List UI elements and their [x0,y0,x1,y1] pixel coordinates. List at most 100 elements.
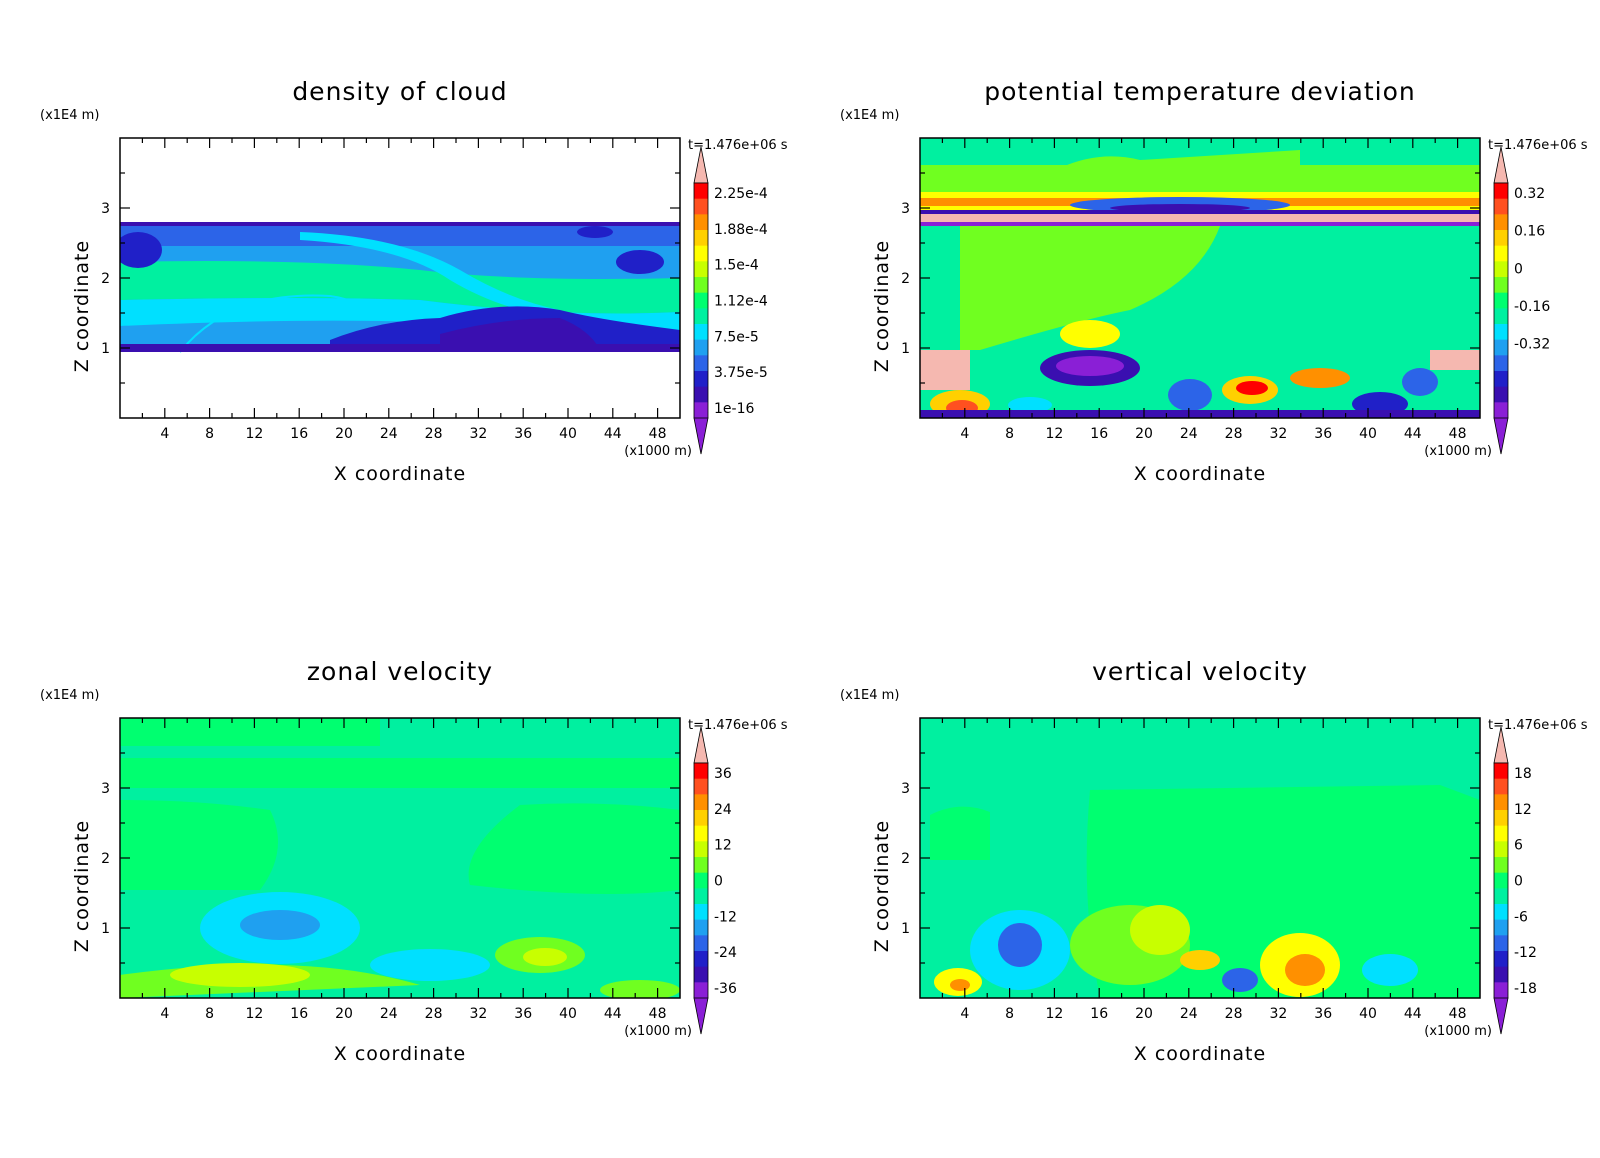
heatmap-field [920,718,1480,998]
colorbar-label: 1.88e-4 [714,222,768,238]
x-tick-label: 32 [469,1006,487,1022]
colorbar-label: 18 [1514,766,1532,782]
x-tick-label: 20 [335,426,353,442]
x-tick-label: 32 [469,426,487,442]
colorbar-swatch [1494,951,1508,968]
y-unit-label: (x1E4 m) [840,688,899,703]
x-tick-label: 36 [1314,1006,1332,1022]
colorbar-swatch [694,402,708,419]
panel-potential-temperature-deviation: potential temperature deviation (x1E4 m)… [840,77,1588,419]
time-label: t=1.476e+06 s [1488,718,1588,733]
colorbar-swatch [1494,261,1508,278]
colorbar-label: 36 [714,766,732,782]
colorbar-swatch [694,794,708,811]
y-tick-label: 3 [101,781,110,797]
x-tick-label: 44 [1404,426,1422,442]
x-tick-label: 24 [380,426,398,442]
colorbar-swatch [1494,857,1508,874]
colorbar-swatch [1494,277,1508,294]
colorbar-swatch [1494,825,1508,842]
colorbar-label: -12 [1514,945,1537,961]
colorbar-swatch [694,198,708,215]
y-axis-label: Z coordinate [71,240,93,372]
x-tick-label: 8 [205,426,214,442]
colorbar: 18 12 6 0 -6 -12 -18 [1493,726,1537,1035]
x-tick-label: 40 [1359,426,1377,442]
colorbar-swatch [694,339,708,356]
colorbar-swatch [1494,966,1508,983]
time-label: t=1.476e+06 s [688,138,788,153]
colorbar-label: -36 [714,981,737,997]
x-unit-label: (x1000 m) [1424,1024,1492,1039]
panel-title: zonal velocity [307,657,493,686]
y-axis-label: Z coordinate [871,820,893,952]
x-tick-label: 24 [1180,1006,1198,1022]
colorbar-swatch [694,810,708,827]
colorbar-label: 0.32 [1514,186,1545,202]
colorbar-label: 0 [714,874,723,890]
colorbar-label: 12 [1514,802,1532,818]
colorbar-swatch [694,919,708,936]
colorbar-swatch [1494,841,1508,858]
colorbar-bottom-arrow [693,417,709,455]
colorbar-swatch [694,292,708,309]
colorbar-swatch [694,982,708,999]
y-tick-label: 3 [101,201,110,217]
colorbar-swatch [1494,904,1508,921]
x-tick-label: 8 [1005,1006,1014,1022]
x-unit-label: (x1000 m) [1424,444,1492,459]
y-tick-label: 3 [901,781,910,797]
x-tick-label: 28 [425,1006,443,1022]
colorbar-label: -0.32 [1514,337,1550,353]
x-tick-label: 4 [960,1006,969,1022]
colorbar-swatch [1494,919,1508,936]
y-tick-label: 1 [901,341,910,357]
colorbar-label: -6 [1514,909,1528,925]
colorbar-swatch [1494,763,1508,780]
colorbar-swatch [1494,324,1508,341]
x-tick-label: 20 [1135,1006,1153,1022]
colorbar-swatch [1494,402,1508,419]
x-tick-label: 16 [1090,1006,1108,1022]
colorbar-label: -18 [1514,981,1537,997]
colorbar-label: 0 [1514,874,1523,890]
panel-title: vertical velocity [1092,657,1308,686]
x-unit-label: (x1000 m) [624,1024,692,1039]
colorbar-swatch [694,872,708,889]
colorbar-swatch [694,857,708,874]
colorbar-label: 2.25e-4 [714,186,768,202]
colorbar-swatch [1494,935,1508,952]
x-tick-label: 48 [1449,1006,1467,1022]
colorbar-swatch [1494,371,1508,388]
y-tick-label: 1 [101,921,110,937]
x-tick-label: 40 [1359,1006,1377,1022]
y-axis-label: Z coordinate [871,240,893,372]
colorbar-label: 7.5e-5 [714,329,759,345]
colorbar-swatch [694,277,708,294]
colorbar-label: -0.16 [1514,299,1550,315]
colorbar-swatch [1494,982,1508,999]
colorbar-label: 1e-16 [714,401,754,417]
colorbar-bottom-arrow [693,997,709,1035]
heatmap-field [920,138,1480,418]
x-tick-label: 28 [1225,426,1243,442]
colorbar-bottom-arrow [1493,997,1509,1035]
x-tick-label: 28 [425,426,443,442]
x-tick-label: 20 [1135,426,1153,442]
heatmap-field [120,138,680,418]
colorbar-swatch [694,308,708,325]
colorbar-swatch [1494,245,1508,262]
x-unit-label: (x1000 m) [624,444,692,459]
panel-title: potential temperature deviation [984,77,1415,106]
colorbar-swatch [694,935,708,952]
x-tick-label: 32 [1269,426,1287,442]
colorbar-swatch [694,904,708,921]
colorbar-swatch [694,888,708,905]
colorbar-label: 3.75e-5 [714,365,768,381]
colorbar-swatch [694,324,708,341]
colorbar-swatch [1494,872,1508,889]
